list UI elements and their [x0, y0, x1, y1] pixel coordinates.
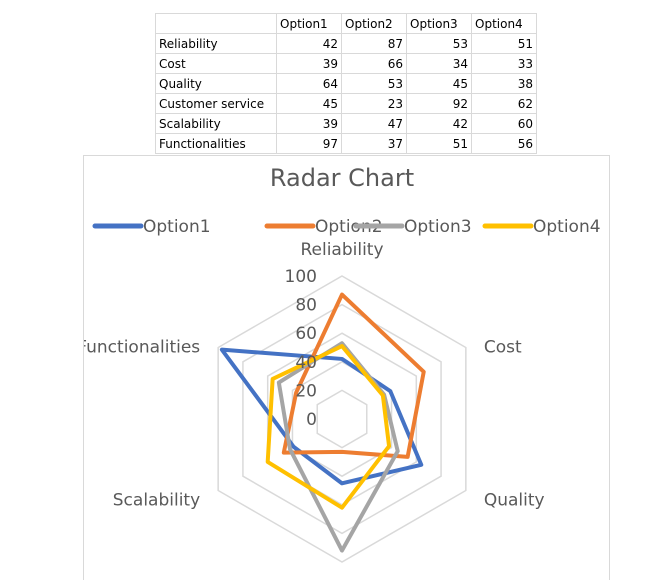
row-label-cell[interactable]: Customer service	[155, 93, 277, 114]
value-cell[interactable]: 87	[341, 33, 407, 54]
series-line-option1[interactable]	[219, 347, 424, 486]
table-row: Quality 64 53 45 38	[155, 73, 537, 94]
tick-labels: 0 20 40 60 80 100	[285, 267, 317, 430]
category-label: Scalability	[113, 491, 200, 511]
tick-label: 100	[285, 267, 317, 287]
legend-label: Option3	[404, 217, 472, 237]
value-cell[interactable]: 51	[406, 133, 472, 154]
table-row: Cost 39 66 34 33	[155, 53, 537, 74]
series-line-option2[interactable]	[281, 292, 426, 459]
table-row: Reliability 42 87 53 51	[155, 33, 537, 54]
value-cell[interactable]: 56	[471, 133, 537, 154]
legend-item-option2[interactable]: Option2	[264, 217, 383, 237]
table-header-row: Option1 Option2 Option3 Option4	[155, 13, 537, 34]
value-cell[interactable]: 45	[276, 93, 342, 114]
table-header-cell[interactable]: Option4	[471, 13, 537, 34]
legend-label: Option1	[143, 217, 211, 237]
category-labels: ReliabilityCostQualityCustomer serviceSc…	[84, 240, 545, 580]
row-label-cell[interactable]: Scalability	[155, 113, 277, 134]
tick-label: 20	[295, 381, 317, 401]
value-cell[interactable]: 51	[471, 33, 537, 54]
table-header-cell[interactable]	[155, 13, 277, 34]
series-line-option4[interactable]	[265, 344, 392, 510]
value-cell[interactable]: 39	[276, 53, 342, 74]
legend-label: Option4	[533, 217, 601, 237]
data-table: Option1 Option2 Option3 Option4 Reliabil…	[155, 13, 537, 154]
value-cell[interactable]: 42	[406, 113, 472, 134]
radar-chart-svg: Radar Chart Option1 Option2 Option3 Option4…	[84, 164, 601, 580]
tick-label: 0	[306, 410, 317, 430]
value-cell[interactable]: 66	[341, 53, 407, 74]
grid-ring	[217, 275, 467, 563]
category-label: Cost	[484, 338, 522, 358]
table-header-cell[interactable]: Option3	[406, 13, 472, 34]
value-cell[interactable]: 60	[471, 113, 537, 134]
chart-title[interactable]: Radar Chart	[270, 164, 414, 192]
tick-label: 40	[295, 353, 317, 373]
radar-chart-area[interactable]: Radar Chart Option1 Option2 Option3 Option4…	[83, 155, 610, 580]
legend-item-option1[interactable]: Option1	[92, 217, 211, 237]
category-label: Quality	[484, 491, 545, 511]
value-cell[interactable]: 42	[276, 33, 342, 54]
row-label-cell[interactable]: Quality	[155, 73, 277, 94]
value-cell[interactable]: 53	[341, 73, 407, 94]
category-label: Functionalities	[84, 338, 200, 358]
tick-label: 80	[295, 296, 317, 316]
value-cell[interactable]: 62	[471, 93, 537, 114]
table-header-cell[interactable]: Option2	[341, 13, 407, 34]
value-cell[interactable]: 45	[406, 73, 472, 94]
value-cell[interactable]: 64	[276, 73, 342, 94]
grid-ring	[316, 389, 368, 449]
value-cell[interactable]: 37	[341, 133, 407, 154]
table-row: Scalability 39 47 42 60	[155, 113, 537, 134]
table-row: Customer service 45 23 92 62	[155, 93, 537, 114]
table-row: Functionalities 97 37 51 56	[155, 133, 537, 154]
row-label-cell[interactable]: Reliability	[155, 33, 277, 54]
legend-item-option3[interactable]: Option3	[353, 217, 472, 237]
legend-item-option4[interactable]: Option4	[482, 217, 601, 237]
row-label-cell[interactable]: Cost	[155, 53, 277, 74]
category-label: Reliability	[300, 240, 383, 260]
row-label-cell[interactable]: Functionalities	[155, 133, 277, 154]
tick-label: 60	[295, 324, 317, 344]
value-cell[interactable]: 34	[406, 53, 472, 74]
grid-ring	[242, 303, 442, 535]
series-group	[219, 292, 426, 553]
table-header-cell[interactable]: Option1	[276, 13, 342, 34]
legend[interactable]: Option1 Option2 Option3 Option4	[92, 217, 601, 237]
value-cell[interactable]: 92	[406, 93, 472, 114]
radar-grid	[217, 275, 467, 563]
legend-label: Option2	[315, 217, 383, 237]
value-cell[interactable]: 47	[341, 113, 407, 134]
value-cell[interactable]: 23	[341, 93, 407, 114]
value-cell[interactable]: 33	[471, 53, 537, 74]
value-cell[interactable]: 97	[276, 133, 342, 154]
value-cell[interactable]: 39	[276, 113, 342, 134]
value-cell[interactable]: 53	[406, 33, 472, 54]
value-cell[interactable]: 38	[471, 73, 537, 94]
